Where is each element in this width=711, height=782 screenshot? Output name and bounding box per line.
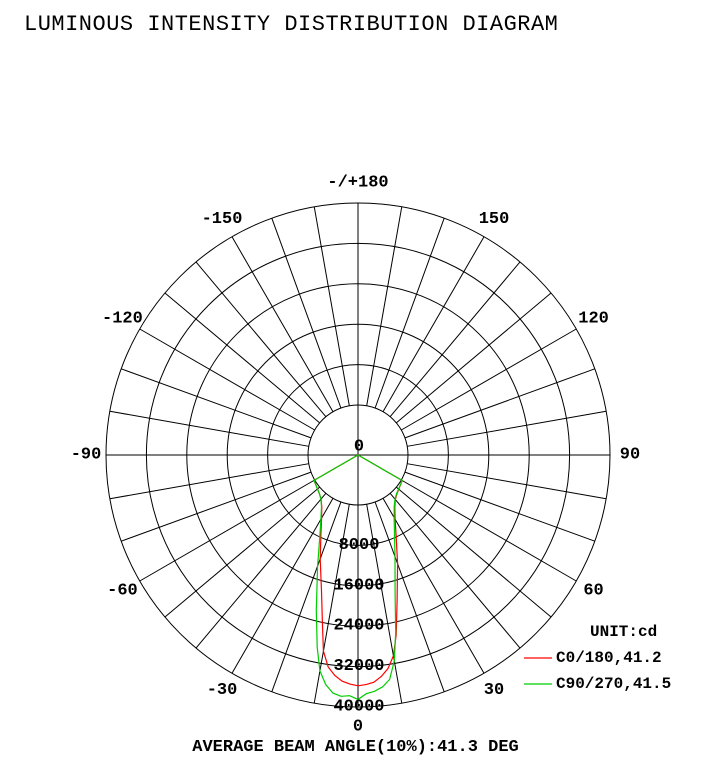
spoke-250 xyxy=(121,368,312,439)
angle-label-3: 120 xyxy=(578,310,609,329)
spoke-160 xyxy=(374,218,445,409)
angle-label-8: -60 xyxy=(107,582,138,601)
angle-label-10: -30 xyxy=(207,681,238,700)
spoke-170 xyxy=(366,206,403,406)
radial-tick-label-4: 32000 xyxy=(333,657,384,676)
angle-labels: -/+180 150 -150 120 -120 90 -90 60 -60 30 -30 0 xyxy=(71,174,641,737)
radial-tick-labels: 0 8000 16000 24000 32000 40000 xyxy=(333,438,384,717)
angle-label-2: -150 xyxy=(202,210,243,229)
angle-label-4: -120 xyxy=(102,310,143,329)
spoke-230 xyxy=(164,292,321,424)
spoke-60 xyxy=(401,479,577,582)
spoke-80 xyxy=(407,463,607,500)
spoke-330 xyxy=(231,498,334,674)
spoke-300 xyxy=(139,479,315,582)
intensity-curves xyxy=(313,454,403,701)
spoke-210 xyxy=(231,236,334,412)
spoke-200 xyxy=(271,218,342,409)
spoke-110 xyxy=(404,368,595,439)
angle-label-9: 30 xyxy=(484,681,504,700)
legend-label-1: C90/270,41.5 xyxy=(556,675,671,693)
spoke-130 xyxy=(395,292,552,424)
spoke-40 xyxy=(389,492,521,649)
spoke-340 xyxy=(271,501,342,692)
spoke-190 xyxy=(313,206,350,406)
curve-series-1 xyxy=(313,454,403,701)
radial-tick-label-3: 24000 xyxy=(333,617,384,636)
spoke-220 xyxy=(195,261,327,418)
angle-label-6: -90 xyxy=(71,446,102,465)
spoke-100 xyxy=(407,410,607,447)
spoke-150 xyxy=(382,236,485,412)
unit-label: UNIT:cd xyxy=(590,623,657,641)
radial-tick-label-0: 0 xyxy=(354,438,364,457)
radial-tick-label-2: 16000 xyxy=(333,576,384,595)
beam-angle-footer: AVERAGE BEAM ANGLE(10%):41.3 DEG xyxy=(192,738,519,757)
angle-label-5: 90 xyxy=(620,446,640,465)
polar-grid xyxy=(105,202,611,708)
curve-series-0 xyxy=(313,454,403,687)
spoke-120 xyxy=(401,328,577,431)
spoke-30 xyxy=(382,498,485,674)
spoke-50 xyxy=(395,486,552,618)
spoke-320 xyxy=(195,492,327,649)
spoke-310 xyxy=(164,486,321,618)
spoke-260 xyxy=(109,410,309,447)
chart-title: LUMINOUS INTENSITY DISTRIBUTION DIAGRAM xyxy=(24,12,559,37)
spoke-240 xyxy=(139,328,315,431)
spoke-10 xyxy=(366,504,403,704)
angle-label-7: 60 xyxy=(583,582,603,601)
angle-label-11: 0 xyxy=(353,718,363,737)
spoke-140 xyxy=(389,261,521,418)
legend-label-0: C0/180,41.2 xyxy=(556,649,662,667)
angle-label-0: -/+180 xyxy=(327,174,388,193)
legend: UNIT:cd C0/180,41.2 C90/270,41.5 xyxy=(524,623,671,693)
spoke-280 xyxy=(109,463,309,500)
spoke-290 xyxy=(121,471,312,542)
radial-tick-label-5: 40000 xyxy=(333,698,384,717)
radial-tick-label-1: 8000 xyxy=(339,536,380,555)
spoke-70 xyxy=(404,471,595,542)
angle-label-1: 150 xyxy=(479,210,510,229)
spoke-20 xyxy=(374,501,445,692)
